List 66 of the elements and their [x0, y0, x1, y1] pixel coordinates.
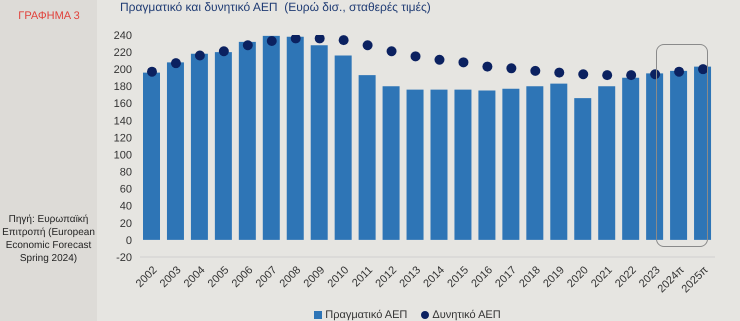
- point: [626, 70, 636, 80]
- point: [482, 62, 492, 72]
- y-tick-label: 60: [120, 184, 132, 196]
- y-tick-label: 80: [120, 166, 132, 179]
- legend-label: Δυνητικό ΑΕΠ: [431, 309, 501, 321]
- point: [338, 35, 349, 46]
- point: [578, 69, 588, 80]
- chart-title: Πραγματικό και δυνητικό ΑΕΠ (Ευρώ δισ., σταθερές τιμές): [120, 0, 431, 14]
- bar: [310, 45, 328, 240]
- bar: [598, 86, 616, 240]
- bar: [622, 78, 640, 240]
- point: [218, 46, 229, 56]
- point: [674, 66, 684, 77]
- point: [698, 64, 708, 74]
- y-tick-label: 0: [126, 234, 132, 247]
- bar: [670, 70, 688, 240]
- point: [362, 40, 373, 50]
- bar: [430, 90, 448, 240]
- legend-label: Πραγματικό ΑΕΠ: [324, 309, 408, 321]
- y-tick-label: 40: [120, 200, 132, 213]
- y-tick-label: 220: [114, 46, 132, 59]
- y-tick-label: 200: [114, 64, 132, 76]
- bar: [166, 62, 184, 240]
- point: [458, 57, 468, 68]
- bar: [334, 55, 352, 240]
- point: [290, 35, 301, 44]
- bar: [238, 42, 256, 240]
- point: [314, 35, 325, 44]
- bar: [358, 75, 376, 240]
- point: [386, 46, 397, 56]
- bar: [526, 86, 544, 240]
- point: [410, 51, 421, 62]
- bar: [406, 90, 424, 240]
- point: [506, 63, 516, 74]
- point: [194, 50, 205, 60]
- y-tick-label: 140: [114, 115, 132, 128]
- point: [146, 66, 157, 77]
- point: [170, 58, 181, 68]
- point: [530, 66, 540, 76]
- bar: [694, 66, 712, 240]
- point: [434, 54, 444, 65]
- bar: [478, 90, 496, 240]
- bar: [286, 36, 304, 240]
- bar: [143, 72, 160, 240]
- text: ΓΡΑΦΗΜΑ 3: [17, 10, 81, 22]
- bar: [454, 90, 472, 240]
- y-tick-label: 240: [114, 30, 132, 42]
- bar: [382, 86, 400, 240]
- point: [554, 68, 564, 78]
- point: [242, 40, 253, 50]
- bar: [190, 54, 208, 240]
- bar: [646, 73, 664, 240]
- text: Πηγή: Ευρωπαϊκή Επιτροπή (European Economic Forecast Spring 2024): [2, 213, 95, 265]
- bar: [550, 84, 568, 240]
- point: [266, 36, 277, 46]
- point: [602, 70, 612, 80]
- y-tick-label: 20: [120, 218, 132, 230]
- y-tick-label: 180: [114, 81, 132, 94]
- bar: [214, 52, 232, 240]
- y-tick-label: 120: [114, 132, 132, 144]
- bar: [262, 36, 280, 240]
- y-tick-label: 160: [114, 98, 132, 110]
- bar: [574, 98, 592, 240]
- y-tick-label: 100: [114, 149, 132, 162]
- bar: [502, 88, 520, 240]
- y-tick-label: -20: [116, 252, 132, 264]
